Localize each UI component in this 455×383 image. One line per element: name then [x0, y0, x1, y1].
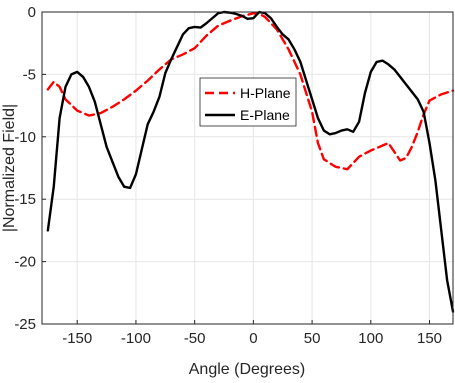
y-axis-label: |Normalized Field|	[1, 104, 18, 232]
x-axis-label: Angle (Degrees)	[189, 361, 306, 378]
y-tick-label: -10	[14, 129, 36, 146]
x-tick-label: 150	[417, 330, 442, 347]
y-tick-label: -15	[14, 191, 36, 208]
grid	[42, 11, 453, 325]
x-tick-label: 0	[249, 330, 257, 347]
series-line-e-plane	[46, 10, 455, 313]
x-tick-label: -150	[62, 330, 92, 347]
x-tick-label: -100	[121, 330, 151, 347]
y-tick-label: -20	[14, 254, 36, 271]
legend-label-h-plane: H-Plane	[240, 85, 291, 101]
x-tick-label: 100	[358, 330, 383, 347]
tick-labels: -150 -100 -50 0 50 100 150 0 -5 -10 -15 -20 -25	[14, 4, 442, 347]
ticks	[42, 11, 431, 325]
series-line-h-plane	[46, 12, 455, 171]
y-tick-label: -5	[23, 66, 36, 83]
y-tick-label: -25	[14, 316, 36, 333]
x-tick-label: 50	[304, 330, 321, 347]
legend-box	[199, 77, 297, 127]
legend: H-Plane E-Plane	[199, 77, 297, 127]
legend-label-e-plane: E-Plane	[240, 107, 290, 123]
x-tick-label: -50	[184, 330, 206, 347]
plot-frame	[41, 11, 454, 325]
y-tick-label: 0	[28, 4, 36, 21]
series-layer	[46, 10, 455, 313]
